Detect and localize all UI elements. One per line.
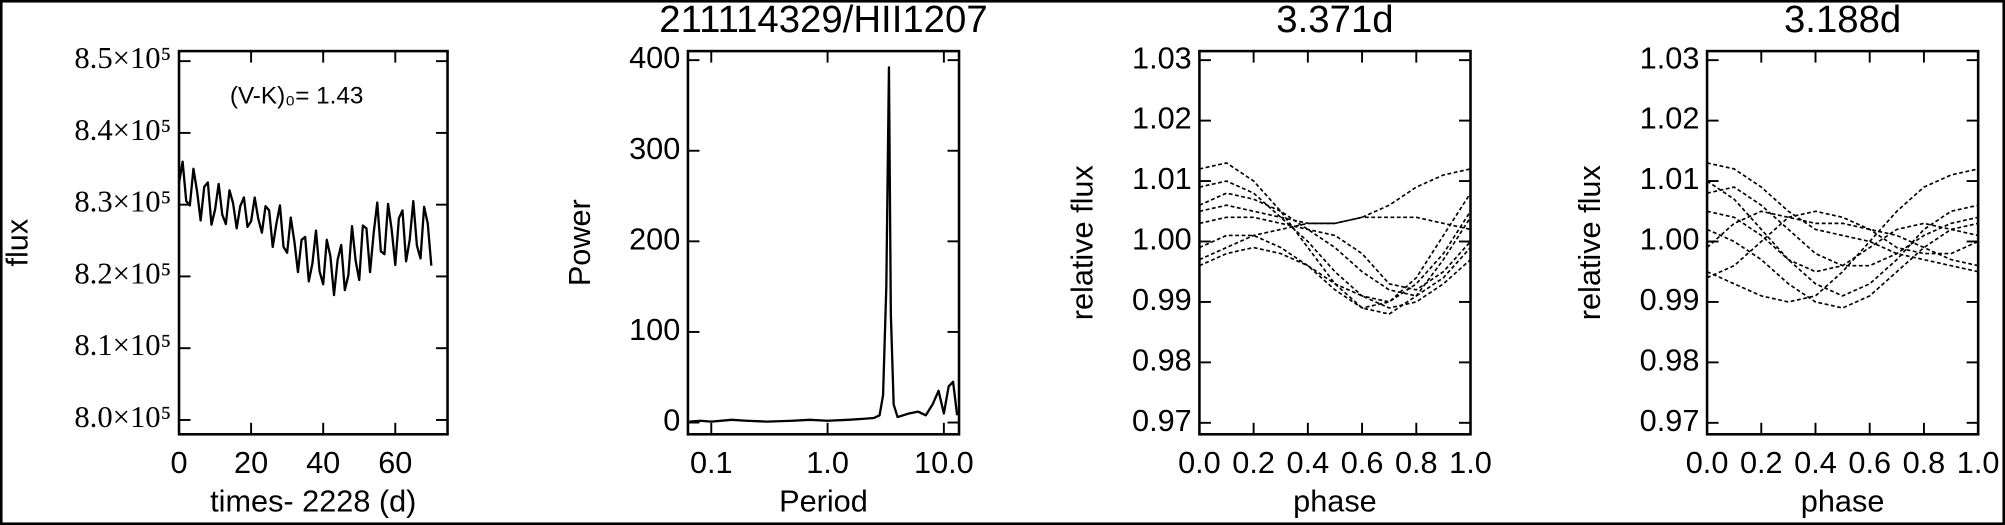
y-tick-label: 1.01 (1132, 162, 1192, 196)
x-tick-label: 0.6 (1341, 446, 1384, 480)
plot-box (686, 49, 961, 436)
x-tick-label: 0 (170, 446, 187, 480)
x-tick-label: 0.1 (690, 446, 733, 480)
y-tick-label: 0.98 (1132, 343, 1192, 377)
y-tick-label: 0.99 (1132, 283, 1192, 317)
plot-box (1705, 49, 1980, 436)
x-tick-label: 60 (378, 446, 412, 480)
y-tick-label: 1.02 (1640, 102, 1700, 136)
y-tick-label: 1.00 (1132, 223, 1192, 257)
data-line (1706, 168, 1979, 303)
x-axis-label: phase (1801, 484, 1885, 518)
data-line (1199, 216, 1472, 291)
data-line (689, 66, 959, 423)
data-line (1199, 192, 1472, 309)
y-axis-label: relative flux (1065, 165, 1099, 320)
x-tick-label: 0.4 (1287, 446, 1330, 480)
x-tick-label: 20 (234, 446, 268, 480)
panel-title: 3.188d (1784, 0, 1901, 41)
data-line (1199, 192, 1472, 297)
data-line (1199, 216, 1471, 261)
data-line (1706, 210, 1979, 279)
y-tick-label: 8.5×10⁵ (74, 41, 171, 75)
panel-title: 211114329/HII1207 (659, 0, 987, 41)
x-tick-label: 0.8 (1903, 446, 1946, 480)
y-tick-label: 0.97 (1640, 404, 1700, 438)
data-line (1199, 180, 1472, 303)
x-tick-label: 10.0 (914, 446, 974, 480)
data-line (1706, 210, 1979, 273)
y-tick-label: 1.03 (1132, 41, 1192, 75)
y-tick-label: 300 (629, 132, 680, 166)
y-tick-label: 100 (629, 313, 680, 347)
x-tick-label: 0.2 (1232, 446, 1275, 480)
data-line (1199, 168, 1471, 225)
y-tick-label: 8.2×10⁵ (74, 256, 171, 290)
y-tick-label: 400 (629, 41, 680, 75)
data-line (1706, 180, 1979, 297)
x-tick-label: 1.0 (1449, 446, 1492, 480)
panel-title: 3.371d (1276, 0, 1393, 41)
data-line (1706, 210, 1979, 267)
data-line (177, 160, 433, 297)
data-line (1706, 222, 1979, 309)
x-tick-label: 40 (306, 446, 340, 480)
data-line (1706, 162, 1979, 273)
data-line (1199, 246, 1472, 309)
x-tick-label: 0.6 (1848, 446, 1891, 480)
y-tick-label: 200 (629, 222, 680, 256)
x-axis-label: Period (779, 484, 868, 518)
plot-box (177, 49, 449, 436)
y-tick-label: 1.02 (1132, 102, 1192, 136)
y-tick-label: 0.99 (1640, 283, 1700, 317)
y-tick-label: 8.1×10⁵ (74, 328, 171, 362)
y-tick-label: 0.98 (1640, 343, 1700, 377)
x-axis-label: times- 2228 (d) (210, 484, 416, 518)
x-tick-label: 0.0 (1686, 446, 1729, 480)
x-tick-label: 0.4 (1794, 446, 1837, 480)
y-tick-label: 8.3×10⁵ (74, 185, 171, 219)
x-tick-label: 0.8 (1395, 446, 1438, 480)
x-tick-label: 1.0 (806, 446, 849, 480)
y-tick-label: 1.03 (1640, 41, 1700, 75)
x-tick-label: 0.2 (1740, 446, 1783, 480)
annotation: (V-K)₀= 1.43 (230, 82, 364, 109)
y-tick-label: 0 (663, 404, 680, 438)
y-axis-label: flux (0, 219, 34, 267)
y-tick-label: 0.97 (1132, 404, 1192, 438)
y-axis-label: relative flux (1573, 165, 1607, 320)
y-tick-label: 8.0×10⁵ (74, 400, 171, 434)
plot-box (1198, 49, 1472, 436)
y-tick-label: 8.4×10⁵ (74, 113, 171, 147)
x-tick-label: 1.0 (1957, 446, 2000, 480)
y-tick-label: 1.00 (1640, 223, 1700, 257)
x-tick-label: 0.0 (1178, 446, 1221, 480)
x-axis-label: phase (1293, 484, 1377, 518)
y-tick-label: 1.01 (1640, 162, 1700, 196)
y-axis-label: Power (563, 199, 597, 286)
